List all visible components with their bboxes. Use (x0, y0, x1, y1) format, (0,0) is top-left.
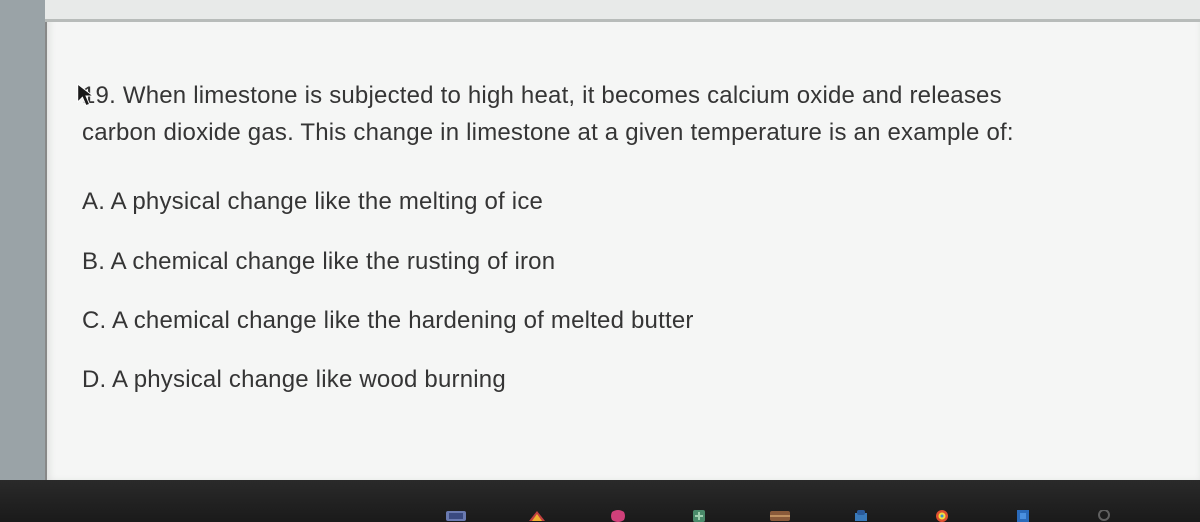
taskbar-app-icon[interactable] (1008, 510, 1039, 522)
taskbar-app-icon[interactable] (764, 510, 795, 522)
document-page: 19. When limestone is subjected to high … (45, 0, 1200, 480)
option-text: A chemical change like the rusting of ir… (111, 248, 556, 275)
question-line2: carbon dioxide gas. This change in limes… (82, 119, 1014, 146)
page-header-strip (45, 0, 1200, 22)
taskbar-app-icon[interactable] (683, 510, 714, 522)
question-stem: 19. When limestone is subjected to high … (82, 77, 1170, 151)
option-text: A chemical change like the hardening of … (112, 307, 694, 334)
option-letter: C. (82, 307, 106, 334)
left-margin (0, 0, 45, 480)
option-a[interactable]: A. A physical change like the melting of… (82, 183, 1170, 220)
option-c[interactable]: C. A chemical change like the hardening … (82, 302, 1170, 339)
option-text: A physical change like wood burning (112, 366, 506, 393)
option-d[interactable]: D. A physical change like wood burning (82, 361, 1170, 398)
screen-smudge (765, 350, 779, 364)
answer-options: A. A physical change like the melting of… (82, 183, 1170, 398)
taskbar[interactable] (0, 480, 1200, 522)
taskbar-app-icon[interactable] (846, 510, 877, 522)
taskbar-app-icon[interactable] (1089, 510, 1120, 522)
option-letter: D. (82, 366, 106, 393)
taskbar-app-icon[interactable] (440, 510, 471, 522)
taskbar-app-icon[interactable] (602, 510, 633, 522)
taskbar-app-icon[interactable] (927, 510, 958, 522)
taskbar-app-icon[interactable] (521, 510, 552, 522)
option-letter: A. (82, 188, 105, 215)
option-text: A physical change like the melting of ic… (111, 188, 543, 215)
option-letter: B. (82, 248, 105, 275)
option-b[interactable]: B. A chemical change like the rusting of… (82, 243, 1170, 280)
question-line1: When limestone is subjected to high heat… (123, 82, 1002, 109)
question-block: 19. When limestone is subjected to high … (47, 2, 1200, 428)
